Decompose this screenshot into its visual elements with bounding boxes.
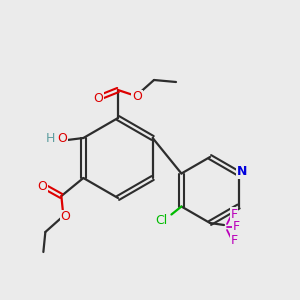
Text: Cl: Cl [155,214,167,227]
Text: O: O [57,133,67,146]
Text: H: H [46,133,55,146]
Text: F: F [230,233,238,247]
Text: F: F [232,220,240,233]
Text: N: N [236,165,247,178]
Text: F: F [230,208,238,220]
Text: O: O [93,92,103,104]
Text: O: O [132,91,142,103]
Text: O: O [60,211,70,224]
Text: O: O [38,179,47,193]
